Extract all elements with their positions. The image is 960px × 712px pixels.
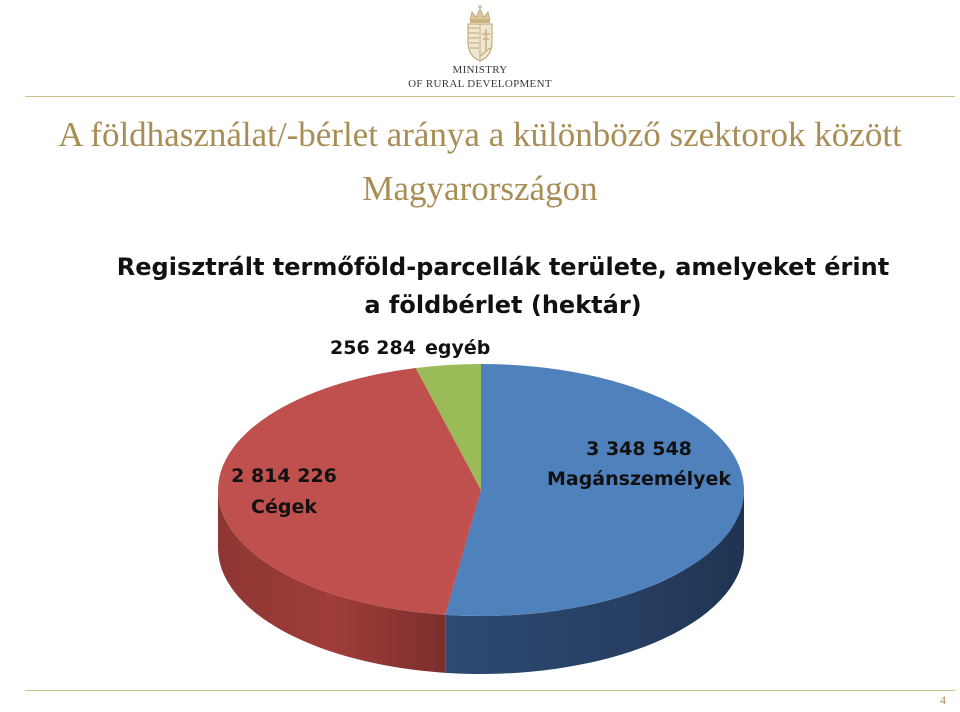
data-label-name-egyeb: egyéb [425,337,490,359]
header-divider [25,96,955,97]
chart-title-line1: Regisztrált termőföld-parcellák területe… [116,253,890,281]
page-number: 4 [940,693,946,707]
ministry-name-line1: MINISTRY [452,64,508,76]
hungarian-coat-of-arms-icon [467,5,493,62]
pie-side-cegek [218,490,446,673]
footer-divider [25,690,955,691]
header: MINISTRY OF RURAL DEVELOPMENT [0,0,960,96]
data-label-name-cegek: Cégek [251,496,317,518]
pie-slice-cegek [217,367,481,615]
data-label-name-maganszemelyek: Magánszemélyek [547,468,731,490]
chart-title-line2: a földbérlet (hektár) [364,291,642,319]
data-label-value-maganszemelyek: 3 348 548 [586,438,692,460]
pie-slice-egyeb [415,364,481,490]
slide-title-line1: A földhasználat/-bérlet aránya a különbö… [58,115,902,154]
pie-side-maganszemelyek [445,490,744,674]
ministry-name-line2: OF RURAL DEVELOPMENT [408,78,552,90]
pie-slice-maganszemelyek [445,364,744,616]
data-label-value-egyeb: 256 284 [330,337,416,359]
data-label-value-cegek: 2 814 226 [231,465,337,487]
slide-title-line2: Magyarországon [362,169,598,208]
